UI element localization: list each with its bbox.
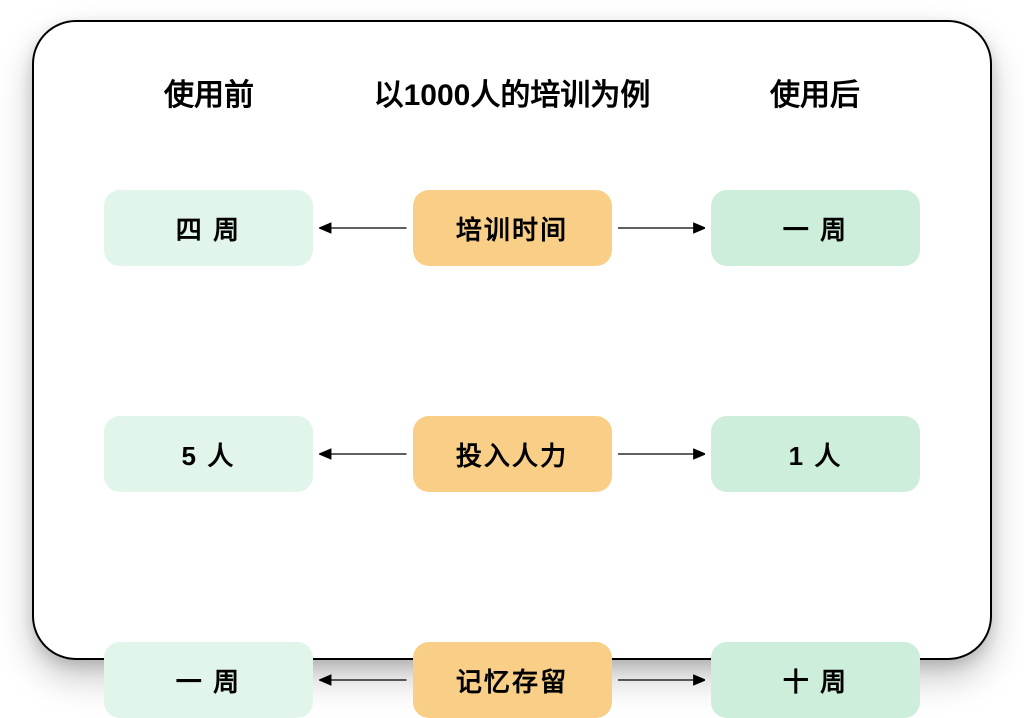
comparison-card: 使用前 以1000人的培训为例 使用后 四 周 培训时间 一 周 5 人 投入人… [32,20,992,660]
after-value: 一 周 [711,190,920,266]
metric-label: 投入人力 [413,416,612,492]
before-value: 四 周 [104,190,313,266]
header-row: 使用前 以1000人的培训为例 使用后 [104,70,920,114]
header-after: 使用后 [710,70,920,114]
metric-label: 记忆存留 [413,642,612,718]
after-value: 十 周 [711,642,920,718]
arrow-left-icon [319,642,407,718]
arrow-right-icon [618,190,706,266]
before-value: 5 人 [104,416,313,492]
after-value: 1 人 [711,416,920,492]
comparison-row: 四 周 培训时间 一 周 [104,190,920,266]
diagram-canvas: 使用前 以1000人的培训为例 使用后 四 周 培训时间 一 周 5 人 投入人… [0,0,1024,696]
metric-label: 培训时间 [413,190,612,266]
arrow-right-icon [618,416,706,492]
before-value: 一 周 [104,642,313,718]
comparison-row: 5 人 投入人力 1 人 [104,416,920,492]
arrow-right-icon [618,642,706,718]
header-title: 以1000人的培训为例 [332,70,692,114]
comparison-row: 一 周 记忆存留 十 周 [104,642,920,718]
rows-container: 四 周 培训时间 一 周 5 人 投入人力 1 人 一 周 记忆存留 十 周 [104,190,920,718]
header-before: 使用前 [104,70,314,114]
arrow-left-icon [319,416,407,492]
arrow-left-icon [319,190,407,266]
